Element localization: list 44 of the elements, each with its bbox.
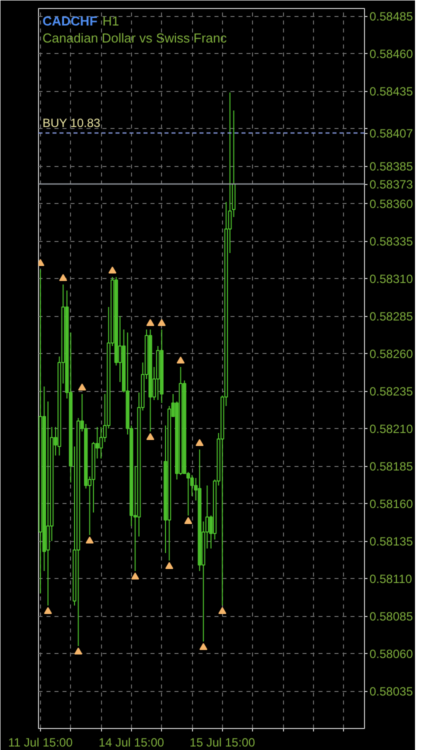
point [74,647,82,655]
y-tick-label: 0.58185 [370,460,414,474]
point [108,266,116,274]
y-tick-label: 0.58460 [370,47,414,61]
y-tick-label: 0.58235 [370,384,414,398]
point [131,572,140,580]
y-tick-label: 0.58035 [370,684,414,698]
y-tick-label: 0.58360 [370,197,414,211]
y-tick-label: 0.58135 [370,534,414,548]
point [146,318,154,326]
x-tick-label: 14 Jul 15:00 [98,736,164,750]
y-tick-label: 0.58285 [370,310,414,324]
chart-title: CADCHF [42,14,98,28]
y-tick-label: 0.58260 [370,347,414,361]
point [176,356,185,364]
point [86,536,94,544]
annotation: Canadian Dollar vs Swiss Franc [42,30,228,46]
point [218,606,226,614]
point [146,432,154,440]
y-tick-label: 0.58435 [370,84,414,98]
x-tick-label: 11 Jul 15:00 [8,736,73,750]
y-tick-label: 0.58210 [370,422,414,436]
point [59,274,68,282]
point [184,516,192,524]
x-tick-label: 15 Jul 15:00 [190,736,256,750]
y-tick-label: 0.58385 [370,160,414,174]
y-tick-label: 0.58060 [370,647,414,661]
point [165,562,174,570]
ref-line-label: BUY 10.83 [42,116,101,130]
y-tick-label: 0.58085 [370,610,414,624]
point [196,438,204,446]
y-tick-label: 0.58110 [370,572,412,586]
y-tick-label: 0.58335 [370,234,414,248]
point [158,318,166,326]
y-tick-label: 0.58485 [370,10,414,24]
y-tick-label: 0.58407 [370,126,414,140]
y-tick-label: 0.58373 [370,178,414,192]
candlestick [46,401,50,606]
y-tick-label: 0.58310 [370,272,414,286]
point [44,606,52,614]
point [199,642,208,650]
point [78,383,86,391]
y-tick-label: 0.58160 [370,497,414,511]
chart-subtitle: H1 [102,14,120,28]
